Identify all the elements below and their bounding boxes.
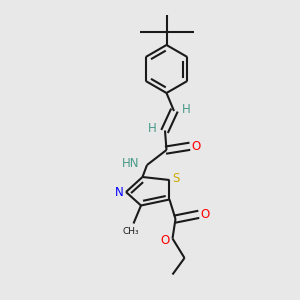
Text: H: H [148, 122, 157, 136]
Text: O: O [160, 233, 169, 247]
Text: O: O [191, 140, 200, 153]
Text: HN: HN [122, 157, 140, 170]
Text: H: H [182, 103, 190, 116]
Text: O: O [200, 208, 209, 221]
Text: N: N [115, 185, 124, 199]
Text: S: S [172, 172, 180, 185]
Text: CH₃: CH₃ [122, 226, 139, 236]
